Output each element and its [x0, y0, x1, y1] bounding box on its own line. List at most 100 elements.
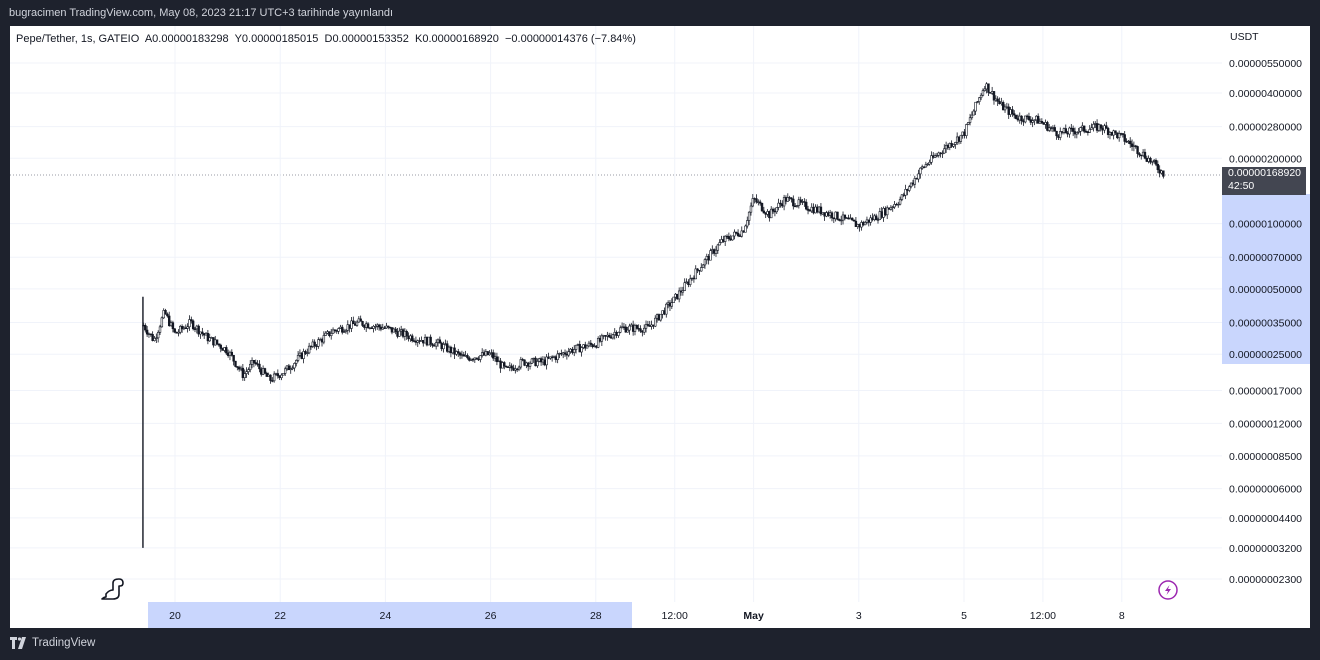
- candle-body: [156, 332, 160, 339]
- candle-body: [318, 339, 322, 341]
- grid: [10, 26, 1222, 602]
- candle-body: [442, 344, 445, 350]
- candle-body: [1160, 170, 1163, 174]
- candle-body: [926, 163, 929, 166]
- candle-body: [930, 155, 933, 163]
- candle-body: [550, 356, 554, 358]
- candle-body: [151, 334, 154, 341]
- candle-body: [628, 325, 631, 331]
- lightning-icon[interactable]: [1158, 580, 1178, 600]
- candle-body: [263, 368, 267, 374]
- candle-body: [291, 367, 294, 370]
- candle-body: [952, 144, 955, 147]
- candle-body: [1086, 131, 1090, 133]
- currency-unit[interactable]: USDT: [1230, 31, 1259, 43]
- candle-body: [144, 325, 147, 331]
- candle-body: [552, 356, 556, 358]
- dino-icon[interactable]: [101, 578, 124, 600]
- candle-body: [659, 313, 662, 321]
- candle-body: [493, 356, 497, 359]
- candle-body: [1090, 127, 1093, 130]
- candle-body: [1112, 130, 1115, 136]
- candle-body: [243, 373, 246, 378]
- candle-body: [994, 98, 998, 101]
- candle-body: [933, 155, 937, 158]
- candle-body: [563, 352, 567, 355]
- brand-name: TradingView: [32, 637, 96, 649]
- candle-body: [326, 331, 329, 334]
- candle-body: [862, 222, 865, 226]
- candle-body: [619, 327, 622, 333]
- candle-body: [849, 217, 852, 220]
- candle-body: [219, 344, 222, 349]
- candle-body: [539, 358, 543, 363]
- candle-body: [482, 352, 486, 356]
- candle-body: [1049, 127, 1053, 129]
- candle-body: [915, 178, 918, 180]
- candle-body: [484, 351, 488, 356]
- y-tick-label: 0.00000003200: [1229, 543, 1302, 555]
- tradingview-brand[interactable]: TradingView: [10, 637, 95, 649]
- x-tick-label: 12:00: [1030, 610, 1056, 622]
- candle-body: [201, 331, 204, 334]
- candle-body: [978, 97, 981, 102]
- candle-body: [480, 352, 484, 356]
- candle-body: [490, 352, 493, 354]
- candle-body: [455, 351, 458, 355]
- candle-body: [709, 250, 712, 261]
- y-tick-label: 0.00000002300: [1229, 574, 1302, 586]
- candle-body: [425, 336, 429, 346]
- candle-body: [517, 366, 521, 370]
- candle-body: [589, 342, 593, 345]
- candle-body: [1158, 169, 1161, 174]
- time-axis-ticks: 20 22 24 26 28 12:00 May 3 5 12:00 8: [169, 610, 1125, 622]
- candle-body: [158, 326, 162, 333]
- close-value: K0.00000168920: [415, 33, 499, 45]
- candle-body: [924, 164, 928, 168]
- y-tick-label: 0.00000070000: [1229, 252, 1302, 264]
- candle-body: [361, 321, 364, 326]
- x-tick-label: 20: [169, 610, 181, 622]
- candle-body: [368, 327, 372, 329]
- candle-body: [744, 225, 747, 233]
- candle-body: [567, 351, 570, 356]
- candle-body: [642, 327, 646, 333]
- candle-body: [1154, 160, 1158, 165]
- candle-body: [438, 339, 442, 344]
- candle-body: [495, 356, 499, 362]
- candle-body: [672, 296, 675, 303]
- symbol-label[interactable]: Pepe/Tether, 1s, GATEIO: [16, 33, 140, 45]
- candle-body: [860, 222, 863, 228]
- candle-body: [1094, 123, 1097, 125]
- candle-body: [895, 204, 898, 206]
- candle-body: [458, 352, 462, 356]
- candle-body: [983, 88, 986, 91]
- candle-body: [827, 212, 830, 216]
- candle-body: [492, 352, 495, 359]
- candle-body: [276, 373, 280, 377]
- candle-body: [416, 340, 419, 343]
- candle-body: [293, 363, 296, 369]
- candle-body: [374, 325, 377, 328]
- candle-body: [353, 323, 357, 326]
- candle-body: [795, 205, 799, 207]
- candle-body: [967, 122, 970, 125]
- candle-body: [1057, 135, 1060, 138]
- candle-body: [908, 186, 911, 191]
- candle-body: [1156, 163, 1160, 171]
- candle-body: [234, 360, 237, 367]
- candle-body: [878, 211, 882, 220]
- candle-body: [444, 343, 447, 345]
- candle-body: [241, 367, 245, 378]
- candle-body: [571, 348, 574, 353]
- candle-body: [267, 374, 270, 377]
- candle-body: [670, 302, 674, 307]
- candle-body: [1007, 106, 1010, 115]
- candle-body: [272, 373, 276, 382]
- candle-body: [296, 355, 300, 361]
- candle-body: [190, 319, 193, 322]
- candle-body: [961, 131, 964, 136]
- candle-body: [269, 374, 272, 381]
- candle-body: [782, 197, 786, 207]
